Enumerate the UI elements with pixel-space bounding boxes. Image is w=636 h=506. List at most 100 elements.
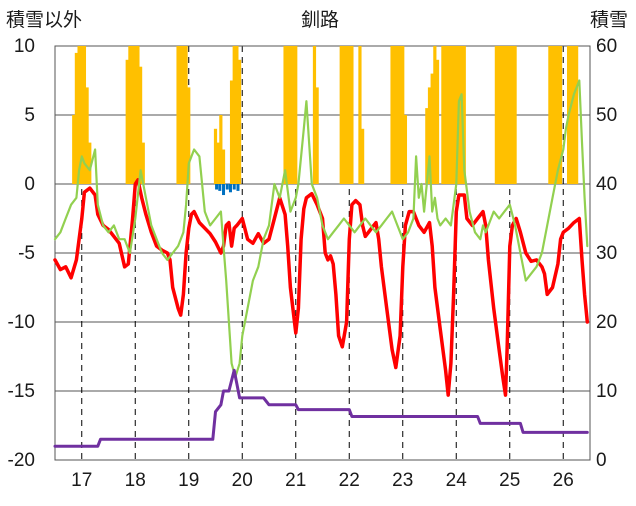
snowfall-bar — [125, 59, 129, 184]
snowfall-bar — [435, 59, 440, 184]
snowfall-bar — [179, 46, 183, 184]
snowfall-bar — [344, 46, 349, 184]
precip-bar — [218, 184, 222, 191]
snowfall-bar — [390, 46, 394, 184]
snowfall-bar — [401, 46, 405, 184]
x-tick-label: 18 — [125, 470, 146, 491]
x-tick-label: 21 — [285, 470, 306, 491]
snowfall-bar — [425, 108, 429, 184]
snowfall-bar — [347, 46, 351, 184]
left-tick-label: -20 — [8, 450, 35, 471]
right-tick-label: 40 — [596, 174, 617, 195]
snowfall-bar — [141, 142, 145, 184]
x-tick-label: 26 — [553, 470, 574, 491]
snowfall-bar — [85, 87, 89, 184]
right-tick-label: 60 — [596, 36, 617, 57]
chart-title: 釧路 — [301, 9, 339, 31]
snowfall-bar — [575, 46, 579, 184]
bar-series-layer — [72, 46, 579, 196]
snowfall-bar — [449, 46, 453, 184]
snowfall-bar — [502, 46, 506, 184]
snowfall-bar — [451, 46, 456, 184]
snowfall-bar — [558, 46, 563, 184]
x-tick-label: 23 — [392, 470, 413, 491]
snowfall-bar — [395, 46, 399, 184]
line-series-layer — [53, 79, 590, 448]
x-tick-label: 24 — [446, 470, 468, 491]
snowfall-bar — [72, 115, 76, 184]
left-tick-label: -15 — [8, 381, 35, 402]
snowfall-bar — [508, 46, 512, 184]
snowfall-bar — [229, 80, 234, 184]
left-axis-title: 積雪以外 — [6, 9, 82, 31]
snowfall-bar — [128, 46, 132, 184]
snowfall-bar — [130, 46, 135, 184]
x-tick-label: 22 — [339, 470, 360, 491]
snowfall-bar — [176, 46, 180, 184]
snowfall-bar — [548, 46, 552, 184]
snowfall-bar — [510, 46, 515, 184]
snowfall-bar — [550, 46, 555, 184]
snowfall-bar — [443, 46, 448, 184]
snowfall-bar — [403, 115, 408, 184]
snowfall-bar — [74, 52, 78, 185]
plot-border — [54, 45, 591, 461]
snowfall-bar — [446, 46, 450, 184]
right-tick-label: 50 — [596, 105, 617, 126]
snowfall-bar — [294, 46, 298, 184]
precip-bar — [222, 184, 226, 196]
snowfall-bar — [184, 46, 188, 184]
precip-bar — [232, 184, 236, 190]
right-axis-title: 積雪 — [590, 9, 628, 31]
snowfall-bar — [232, 46, 236, 184]
snowfall-bar — [237, 59, 242, 184]
snowfall-bar — [216, 142, 220, 184]
snowfall-bar — [441, 46, 445, 184]
snowfall-bar — [133, 46, 137, 184]
snowfall-bar — [82, 46, 87, 184]
left-tick-label: 0 — [24, 174, 35, 195]
snowfall-bar — [136, 46, 140, 184]
snowfall-bar — [312, 46, 317, 184]
snowfall-bar — [572, 46, 576, 184]
snowfall-bar — [350, 46, 354, 184]
precip-bar — [236, 184, 240, 191]
snowfall-bar — [398, 46, 402, 184]
left-tick-label: -10 — [8, 312, 35, 333]
snowfall-bar — [454, 46, 458, 184]
snowfall-bar — [569, 46, 573, 184]
snowfall-bar — [494, 46, 498, 184]
temperature-line — [53, 178, 590, 397]
precip-bar — [228, 184, 232, 193]
x-tick-label: 25 — [499, 470, 520, 491]
snowfall-bar — [88, 142, 92, 184]
precip-bar — [215, 184, 219, 190]
snowfall-bar — [80, 46, 84, 184]
right-tick-label: 10 — [596, 381, 617, 402]
snowfall-bar — [427, 87, 432, 184]
snowfall-bar — [433, 46, 437, 184]
snowfall-bar — [315, 87, 319, 184]
snowfall-bar — [187, 87, 191, 184]
snowfall-bar — [235, 46, 239, 184]
precip-bar — [225, 184, 229, 190]
snowfall-bar — [221, 149, 226, 184]
snowfall-bar — [497, 46, 501, 184]
snowfall-bar — [500, 46, 504, 184]
right-tick-label: 30 — [596, 243, 617, 264]
left-tick-label: 5 — [24, 105, 35, 126]
humidity-line — [53, 79, 589, 379]
snowfall-bar — [139, 66, 143, 184]
snow_depth-line — [53, 368, 589, 448]
snowfall-bar — [553, 46, 557, 184]
snowfall-bar — [358, 46, 362, 184]
snowfall-bar — [513, 46, 517, 184]
snowfall-bar — [213, 128, 218, 184]
x-tick-label: 20 — [232, 470, 253, 491]
snowfall-bar — [339, 46, 343, 184]
snowfall-bar — [77, 46, 81, 184]
snowfall-bar — [288, 46, 292, 184]
